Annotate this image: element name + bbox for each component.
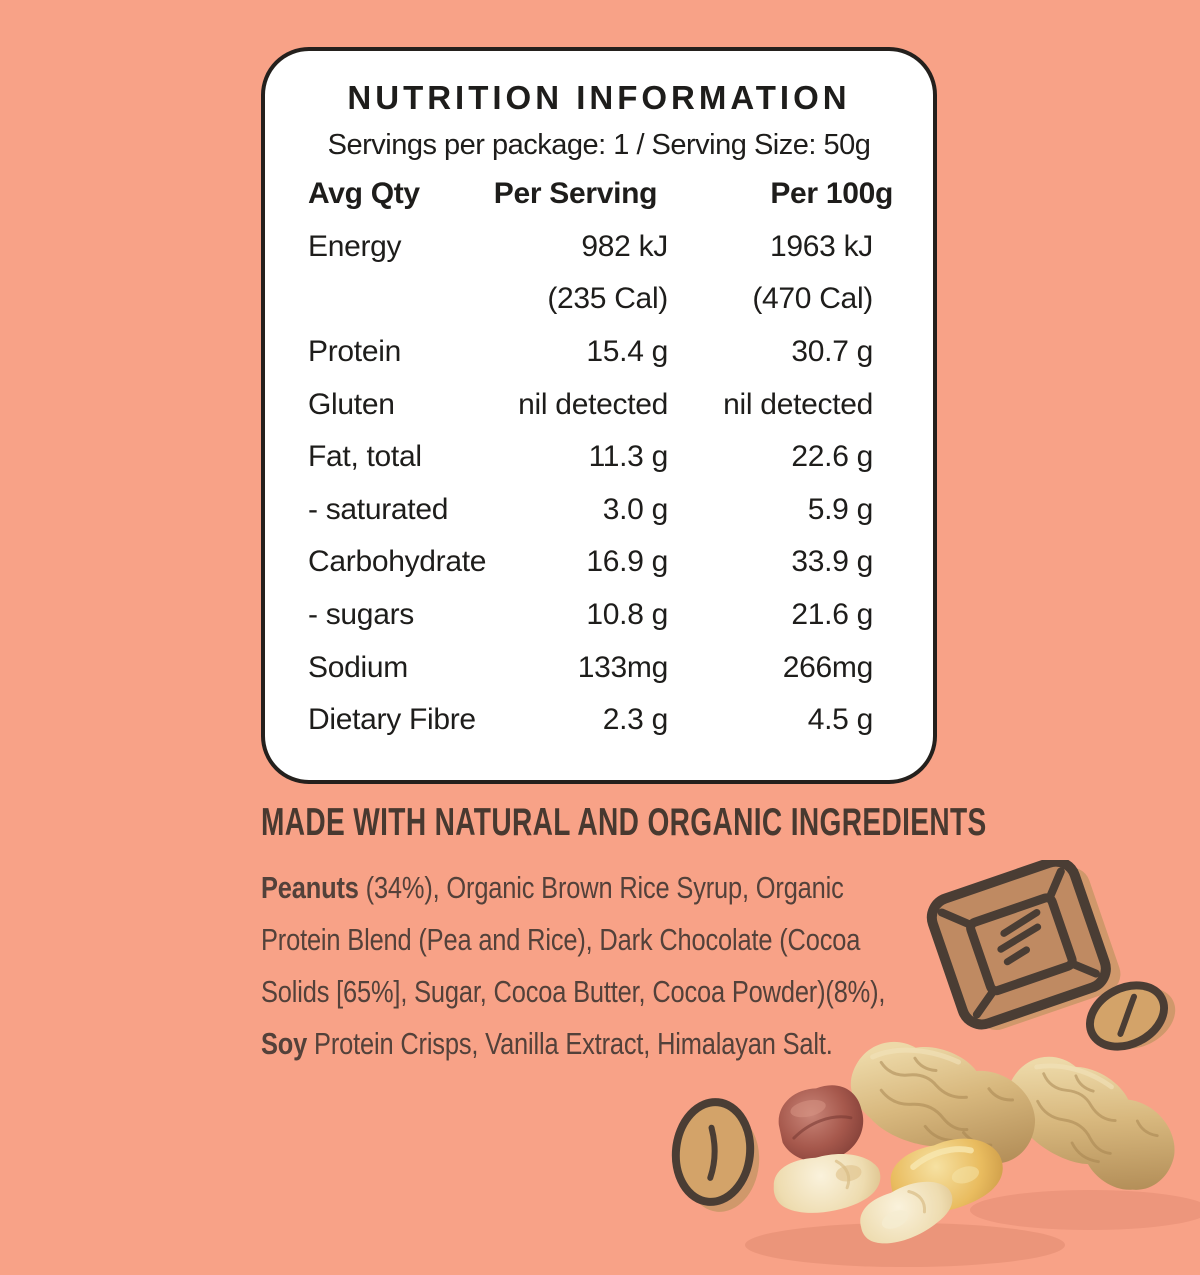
table-header-row: Avg Qty Per Serving Per 100g bbox=[308, 168, 893, 221]
row-label: Dietary Fibre bbox=[308, 703, 476, 737]
per-serving-value: 133mg bbox=[577, 650, 669, 684]
peanuts-photo bbox=[745, 1041, 1200, 1267]
nutrition-table-rows: Energy 982 kJ 1963 kJ (235 Cal) (470 Cal) Pro… bbox=[308, 221, 873, 747]
table-row: Sodium 133mg 266mg bbox=[308, 641, 873, 694]
col-header-per-serving: Per Serving bbox=[493, 177, 658, 211]
per-serving-value: 982 kJ bbox=[581, 229, 668, 263]
per-100g-value: 33.9 g bbox=[791, 545, 873, 579]
per-100g-value: 4.5 g bbox=[807, 703, 874, 737]
per-serving-value: 10.8 g bbox=[586, 598, 668, 632]
row-label: - sugars bbox=[308, 598, 414, 632]
table-row: Dietary Fibre 2.3 g 4.5 g bbox=[308, 694, 873, 747]
peanut-shell-left bbox=[850, 1041, 1036, 1165]
cocoa-bean-icon-left bbox=[671, 1098, 760, 1212]
table-row: Carbohydrate 16.9 g 33.9 g bbox=[308, 536, 873, 589]
table-row: - sugars 10.8 g 21.6 g bbox=[308, 589, 873, 642]
table-row: Gluten nil detected nil detected bbox=[308, 378, 873, 431]
per-serving-value: 2.3 g bbox=[602, 703, 669, 737]
per-100g-value: (470 Cal) bbox=[752, 282, 873, 316]
row-label: Energy bbox=[308, 229, 402, 263]
per-100g-value: nil detected bbox=[723, 387, 873, 421]
chocolate-piece-icon bbox=[926, 860, 1121, 1030]
table-row: Protein 15.4 g 30.7 g bbox=[308, 326, 873, 379]
servings-line: Servings per package: 1 / Serving Size: … bbox=[327, 129, 871, 161]
per-100g-value: 266mg bbox=[782, 650, 874, 684]
per-100g-value: 30.7 g bbox=[791, 335, 873, 369]
peanut-kernel-red bbox=[778, 1085, 864, 1162]
table-row: Energy 982 kJ 1963 kJ bbox=[308, 221, 873, 274]
per-100g-value: 21.6 g bbox=[791, 598, 873, 632]
col-header-per-100g: Per 100g bbox=[770, 177, 893, 211]
cocoa-bean-icon-right bbox=[1085, 981, 1176, 1051]
per-100g-value: 5.9 g bbox=[807, 492, 874, 526]
row-label: Fat, total bbox=[308, 440, 422, 474]
col-header-avg-qty: Avg Qty bbox=[308, 177, 420, 211]
table-row: Fat, total 11.3 g 22.6 g bbox=[308, 431, 873, 484]
per-serving-value: 15.4 g bbox=[586, 335, 668, 369]
peanut-shell-right bbox=[1008, 1056, 1175, 1190]
decorative-art bbox=[671, 860, 1200, 1267]
per-100g-value: 1963 kJ bbox=[770, 229, 873, 263]
row-label: Gluten bbox=[308, 387, 395, 421]
row-label: Protein bbox=[308, 335, 401, 369]
nutrition-panel: NUTRITION INFORMATION Servings per packa… bbox=[261, 47, 937, 784]
peanut-half-left bbox=[773, 1153, 881, 1213]
table-row: (235 Cal) (470 Cal) bbox=[308, 273, 873, 326]
table-row: - saturated 3.0 g 5.9 g bbox=[308, 484, 873, 537]
ingredients-text: Peanuts (34%), Organic Brown Rice Syrup,… bbox=[261, 870, 886, 1061]
row-label: Carbohydrate bbox=[308, 545, 487, 579]
row-label: Sodium bbox=[308, 650, 408, 684]
per-serving-value: nil detected bbox=[518, 387, 668, 421]
per-serving-value: 3.0 g bbox=[602, 492, 669, 526]
per-serving-value: 11.3 g bbox=[588, 440, 669, 474]
ingredients-heading: MADE WITH NATURAL AND ORGANIC INGREDIENT… bbox=[261, 801, 987, 844]
panel-title: NUTRITION INFORMATION bbox=[347, 79, 851, 116]
per-serving-value: (235 Cal) bbox=[547, 282, 668, 316]
nutrition-table: Avg Qty Per Serving Per 100g Energy 982 k… bbox=[265, 168, 933, 747]
per-serving-value: 16.9 g bbox=[586, 545, 668, 579]
per-100g-value: 22.6 g bbox=[791, 440, 873, 474]
row-label: - saturated bbox=[308, 492, 449, 526]
peanut-half-bottom bbox=[860, 1181, 953, 1244]
